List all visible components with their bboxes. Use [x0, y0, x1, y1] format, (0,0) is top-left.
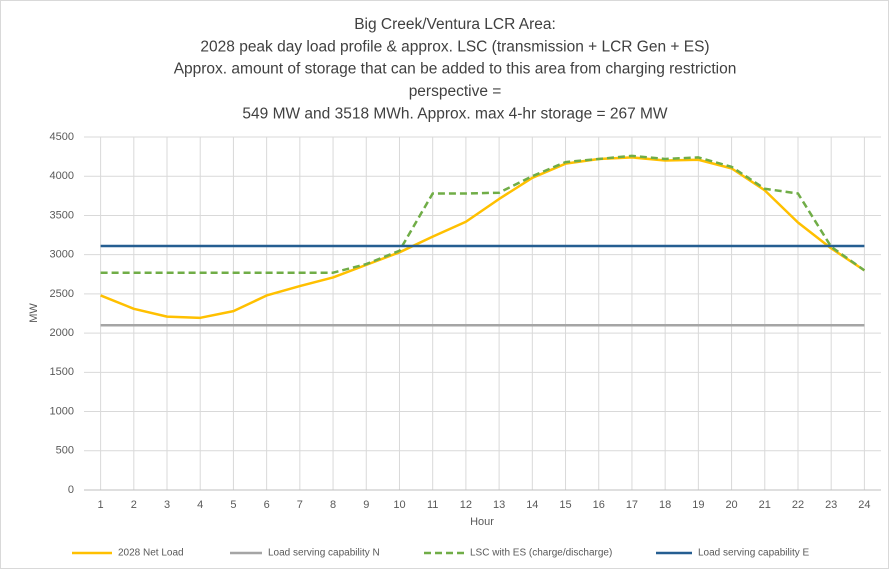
y-tick-label: 3000 [50, 249, 74, 261]
y-tick-label: 4500 [50, 131, 74, 143]
y-tick-label: 4000 [50, 170, 74, 182]
series-line [100, 154, 866, 274]
legend-label: Load serving capability N [268, 548, 380, 559]
y-tick-label: 3500 [50, 209, 74, 221]
chart-title: Big Creek/Ventura LCR Area: [354, 16, 556, 33]
x-tick-label: 19 [692, 499, 704, 511]
x-tick-label: 22 [792, 499, 804, 511]
y-tick-label: 0 [68, 484, 74, 496]
x-tick-label: 2 [131, 499, 137, 511]
x-tick-label: 15 [559, 499, 571, 511]
y-tick-label: 1500 [50, 366, 74, 378]
x-tick-label: 13 [493, 499, 505, 511]
x-tick-label: 21 [759, 499, 771, 511]
series-line [100, 156, 866, 320]
x-tick-label: 14 [526, 499, 538, 511]
chart-title: Approx. amount of storage that can be ad… [174, 61, 737, 78]
x-tick-label: 20 [725, 499, 737, 511]
y-tick-label: 2000 [50, 327, 74, 339]
legend-label: Load serving capability E [698, 548, 810, 559]
x-axis-label: Hour [470, 516, 494, 528]
legend-label: 2028 Net Load [118, 548, 184, 559]
x-tick-label: 6 [264, 499, 270, 511]
y-tick-label: 2500 [50, 288, 74, 300]
y-tick-label: 500 [56, 445, 74, 457]
x-tick-label: 24 [858, 499, 870, 511]
y-tick-label: 1000 [50, 405, 74, 417]
x-tick-label: 16 [593, 499, 605, 511]
x-tick-label: 5 [230, 499, 236, 511]
x-tick-label: 12 [460, 499, 472, 511]
chart-title: 549 MW and 3518 MWh. Approx. max 4-hr st… [242, 105, 668, 122]
chart-title: perspective = [409, 83, 502, 100]
x-tick-label: 10 [393, 499, 405, 511]
legend-label: LSC with ES (charge/discharge) [470, 548, 612, 559]
x-tick-label: 1 [98, 499, 104, 511]
chart-title: 2028 peak day load profile & approx. LSC… [200, 38, 709, 55]
x-tick-label: 23 [825, 499, 837, 511]
x-tick-label: 7 [297, 499, 303, 511]
x-tick-label: 3 [164, 499, 170, 511]
x-tick-label: 8 [330, 499, 336, 511]
y-axis-label: MW [28, 303, 40, 323]
x-tick-label: 9 [363, 499, 369, 511]
x-tick-label: 18 [659, 499, 671, 511]
x-tick-label: 4 [197, 499, 203, 511]
x-tick-label: 17 [626, 499, 638, 511]
x-tick-label: 11 [427, 499, 438, 511]
